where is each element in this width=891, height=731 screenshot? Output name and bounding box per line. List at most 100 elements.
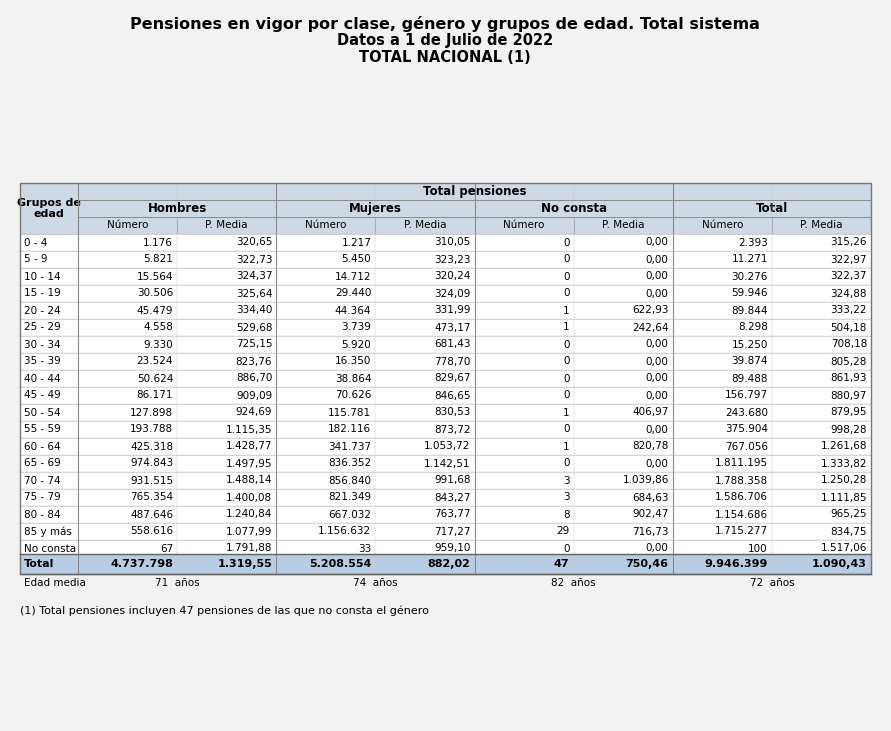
Bar: [20, 404, 871, 421]
Text: 4.737.798: 4.737.798: [110, 559, 173, 569]
Text: 33: 33: [358, 544, 372, 553]
Text: 8.298: 8.298: [738, 322, 768, 333]
Text: P. Media: P. Media: [206, 221, 248, 230]
Text: 909,09: 909,09: [236, 390, 273, 401]
Text: 16.350: 16.350: [335, 357, 372, 366]
Bar: [276, 200, 475, 217]
Text: 836.352: 836.352: [328, 458, 372, 469]
Text: No consta: No consta: [541, 202, 607, 215]
Bar: [20, 285, 871, 302]
Bar: [475, 217, 574, 234]
Text: 846,65: 846,65: [434, 390, 470, 401]
Bar: [78, 183, 871, 200]
Text: 242,64: 242,64: [633, 322, 669, 333]
Text: Mujeres: Mujeres: [349, 202, 402, 215]
Text: 473,17: 473,17: [434, 322, 470, 333]
Text: 310,05: 310,05: [434, 238, 470, 248]
Text: 15 - 19: 15 - 19: [24, 289, 61, 298]
Text: 820,78: 820,78: [633, 442, 669, 452]
Text: 3.739: 3.739: [341, 322, 372, 333]
Text: Pensiones en vigor por clase, género y grupos de edad. Total sistema: Pensiones en vigor por clase, género y g…: [130, 16, 760, 32]
Text: 322,37: 322,37: [830, 271, 867, 281]
Text: 1.154.686: 1.154.686: [715, 510, 768, 520]
Text: 406,97: 406,97: [633, 407, 669, 417]
Text: 20 - 24: 20 - 24: [24, 306, 61, 316]
Text: 558.616: 558.616: [130, 526, 173, 537]
Text: 65 - 69: 65 - 69: [24, 458, 61, 469]
Bar: [20, 370, 871, 387]
Text: 9.330: 9.330: [143, 339, 173, 349]
Text: 716,73: 716,73: [633, 526, 669, 537]
Text: 375.904: 375.904: [725, 425, 768, 434]
Text: 3: 3: [563, 475, 569, 485]
Text: 100: 100: [748, 544, 768, 553]
Text: 9.946.399: 9.946.399: [705, 559, 768, 569]
Text: 72  años: 72 años: [749, 577, 794, 588]
Text: 193.788: 193.788: [130, 425, 173, 434]
Text: 1: 1: [563, 442, 569, 452]
Text: 59.946: 59.946: [732, 289, 768, 298]
Text: 14.712: 14.712: [335, 271, 372, 281]
Text: 40 - 44: 40 - 44: [24, 374, 61, 384]
Text: 324,37: 324,37: [236, 271, 273, 281]
Text: 127.898: 127.898: [130, 407, 173, 417]
Text: 0: 0: [563, 458, 569, 469]
Text: 0,00: 0,00: [646, 339, 669, 349]
Text: 622,93: 622,93: [633, 306, 669, 316]
Text: 23.524: 23.524: [136, 357, 173, 366]
Text: 35 - 39: 35 - 39: [24, 357, 61, 366]
Text: 4.558: 4.558: [143, 322, 173, 333]
Bar: [20, 574, 871, 591]
Text: 70 - 74: 70 - 74: [24, 475, 61, 485]
Text: 45 - 49: 45 - 49: [24, 390, 61, 401]
Text: 322,97: 322,97: [830, 254, 867, 265]
Bar: [475, 200, 673, 217]
Text: 1.586.706: 1.586.706: [715, 493, 768, 502]
Bar: [20, 183, 78, 234]
Text: 1.517,06: 1.517,06: [821, 544, 867, 553]
Bar: [20, 234, 871, 251]
Text: 425.318: 425.318: [130, 442, 173, 452]
Bar: [20, 251, 871, 268]
Text: 85 y más: 85 y más: [24, 526, 72, 537]
Text: 29.440: 29.440: [335, 289, 372, 298]
Text: 1.811.195: 1.811.195: [715, 458, 768, 469]
Text: No consta: No consta: [24, 544, 76, 553]
Bar: [20, 489, 871, 506]
Text: 487.646: 487.646: [130, 510, 173, 520]
Bar: [20, 336, 871, 353]
Text: 965,25: 965,25: [830, 510, 867, 520]
Text: 1.788.358: 1.788.358: [715, 475, 768, 485]
Text: 156.797: 156.797: [724, 390, 768, 401]
Bar: [20, 438, 871, 455]
Text: 44.364: 44.364: [335, 306, 372, 316]
Text: 67: 67: [159, 544, 173, 553]
Text: 1.217: 1.217: [341, 238, 372, 248]
Text: 315,26: 315,26: [830, 238, 867, 248]
Text: Datos a 1 de Julio de 2022: Datos a 1 de Julio de 2022: [337, 33, 553, 48]
Text: Total pensiones: Total pensiones: [422, 185, 527, 198]
Text: 60 - 64: 60 - 64: [24, 442, 61, 452]
Text: Número: Número: [305, 221, 347, 230]
Text: 0,00: 0,00: [646, 254, 669, 265]
Text: 0,00: 0,00: [646, 425, 669, 434]
Text: TOTAL NACIONAL (1): TOTAL NACIONAL (1): [359, 50, 531, 65]
Text: 50.624: 50.624: [136, 374, 173, 384]
Text: Número: Número: [701, 221, 743, 230]
Text: 15.564: 15.564: [136, 271, 173, 281]
Bar: [772, 217, 871, 234]
Text: 0: 0: [563, 390, 569, 401]
Text: 1.715.277: 1.715.277: [715, 526, 768, 537]
Text: 1.156.632: 1.156.632: [318, 526, 372, 537]
Text: 341.737: 341.737: [328, 442, 372, 452]
Text: 0,00: 0,00: [646, 544, 669, 553]
Text: 1.176: 1.176: [143, 238, 173, 248]
Text: Número: Número: [503, 221, 544, 230]
Bar: [20, 506, 871, 523]
Text: 3: 3: [563, 493, 569, 502]
Text: 1: 1: [563, 407, 569, 417]
Text: 873,72: 873,72: [434, 425, 470, 434]
Text: 82  años: 82 años: [552, 577, 596, 588]
Text: 974.843: 974.843: [130, 458, 173, 469]
Text: (1) Total pensiones incluyen 47 pensiones de las que no consta el género: (1) Total pensiones incluyen 47 pensione…: [20, 605, 429, 616]
